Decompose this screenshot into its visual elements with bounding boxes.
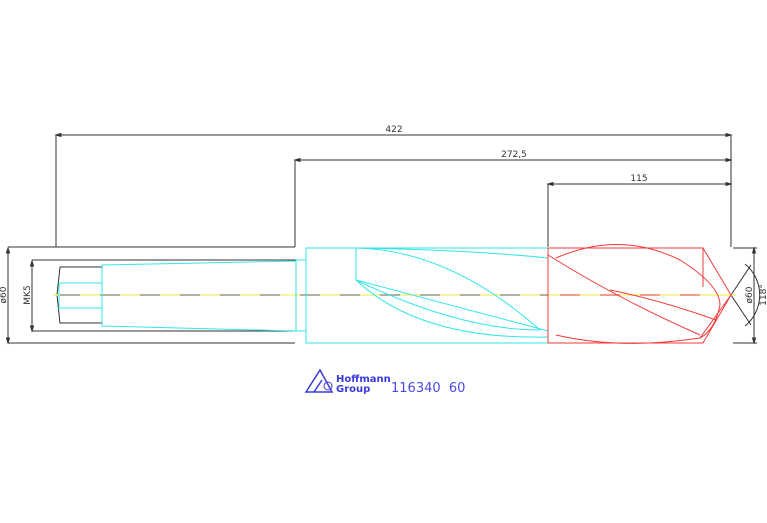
dim-tip-length: 115: [630, 174, 647, 184]
dim-flute-length: 272,5: [501, 150, 527, 160]
svg-text:Hoffmann: Hoffmann: [336, 374, 391, 385]
dim-point-angle: 118°: [759, 284, 767, 306]
dim-taper: MK5: [23, 285, 33, 304]
dim-tip-diameter: ø60: [745, 286, 755, 303]
article-number: 116340 60: [391, 381, 465, 396]
dim-overall-length: 422: [385, 125, 402, 135]
taper-shank: [101, 260, 297, 332]
drill-tip: [547, 244, 732, 344]
logo-mark-icon: [304, 368, 334, 393]
arrowheads: [5, 132, 757, 345]
dimension-lines: [7, 134, 761, 344]
hoffmann-logo: Hoffmann Group: [304, 368, 391, 395]
drill-body: [58, 247, 549, 344]
dim-shank-diameter: ø60: [0, 286, 9, 303]
svg-text:Group: Group: [336, 384, 370, 395]
dimension-labels: 422 272,5 115 ø60 MK5 ø60 118°: [0, 125, 767, 306]
angle-arc: [744, 263, 761, 327]
